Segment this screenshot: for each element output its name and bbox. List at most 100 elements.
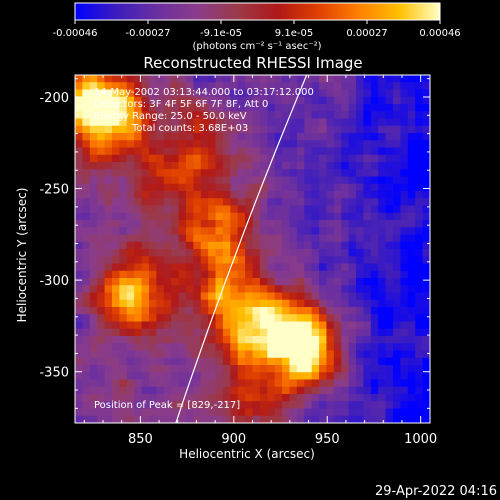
heatmap-cell — [415, 401, 424, 410]
heatmap-cell — [267, 241, 276, 250]
heatmap-cell — [370, 278, 379, 286]
heatmap-cell — [348, 125, 357, 134]
heatmap-cell — [259, 140, 268, 149]
heatmap-cell — [400, 372, 409, 381]
heatmap-cell — [178, 176, 187, 185]
heatmap-cell — [156, 118, 165, 127]
heatmap-cell — [304, 125, 313, 134]
heatmap-cell — [126, 408, 135, 417]
heatmap-cell — [148, 278, 157, 286]
heatmap-cell — [222, 263, 231, 272]
heatmap-cell — [289, 220, 298, 228]
heatmap-cell — [311, 96, 320, 105]
heatmap-cell — [111, 140, 120, 149]
heatmap-cell — [148, 249, 157, 257]
heatmap-cell — [119, 96, 128, 105]
heatmap-cell — [333, 212, 342, 221]
heatmap-cell — [341, 125, 350, 134]
heatmap-cell — [304, 198, 313, 207]
heatmap-cell — [348, 321, 357, 330]
heatmap-cell — [215, 241, 224, 250]
heatmap-cell — [185, 205, 194, 214]
heatmap-cell — [282, 285, 291, 294]
heatmap-cell — [319, 198, 328, 207]
heatmap-cell — [215, 198, 224, 207]
heatmap-cell — [119, 154, 128, 163]
heatmap-cell — [148, 89, 157, 98]
heatmap-cell — [97, 278, 106, 286]
heatmap-cell — [141, 307, 150, 315]
heatmap-cell — [378, 365, 387, 373]
heatmap-cell — [134, 234, 143, 243]
heatmap-cell — [163, 357, 172, 366]
heatmap-cell — [274, 118, 283, 127]
heatmap-cell — [200, 357, 209, 366]
heatmap-cell — [119, 191, 128, 199]
heatmap-cell — [148, 198, 157, 207]
heatmap-cell — [282, 96, 291, 105]
heatmap-cell — [385, 299, 394, 308]
heatmap-cell — [356, 379, 365, 388]
heatmap-cell — [289, 154, 298, 163]
heatmap-cell — [326, 386, 335, 395]
annotation-peak: Position of Peak = [829,-217] — [94, 400, 240, 411]
heatmap-cell — [208, 147, 217, 156]
heatmap-cell — [422, 285, 430, 294]
heatmap-cell — [296, 394, 305, 402]
heatmap-cell — [282, 386, 291, 395]
colorbar — [74, 2, 441, 21]
heatmap-cell — [282, 205, 291, 214]
heatmap-cell — [319, 415, 328, 423]
heatmap-cell — [104, 89, 113, 98]
heatmap-cell — [341, 299, 350, 308]
heatmap-cell — [134, 278, 143, 286]
heatmap-cell — [363, 198, 372, 207]
heatmap-cell — [319, 191, 328, 199]
heatmap-cell — [97, 154, 106, 163]
heatmap-cell — [104, 154, 113, 163]
heatmap-cell — [289, 343, 298, 352]
heatmap-cell — [119, 350, 128, 359]
heatmap-cell — [97, 321, 106, 330]
heatmap-cell — [245, 111, 254, 120]
heatmap-cell — [348, 111, 357, 120]
heatmap-cell — [363, 147, 372, 156]
heatmap-cell — [304, 147, 313, 156]
heatmap-cell — [230, 111, 239, 120]
heatmap-cell — [252, 176, 261, 185]
heatmap-cell — [148, 292, 157, 301]
heatmap-cell — [259, 401, 268, 410]
heatmap-cell — [393, 328, 402, 337]
heatmap-cell — [348, 198, 357, 207]
heatmap-cell — [378, 263, 387, 272]
heatmap-cell — [134, 133, 143, 141]
heatmap-cell — [378, 299, 387, 308]
heatmap-cell — [296, 169, 305, 178]
heatmap-cell — [333, 125, 342, 134]
heatmap-cell — [215, 357, 224, 366]
heatmap-cell — [289, 263, 298, 272]
heatmap-cell — [304, 336, 313, 344]
heatmap-cell — [259, 357, 268, 366]
heatmap-cell — [274, 357, 283, 366]
heatmap-cell — [111, 365, 120, 373]
heatmap-cell — [215, 147, 224, 156]
heatmap-cell — [282, 321, 291, 330]
heatmap-cell — [415, 169, 424, 178]
heatmap-cell — [319, 169, 328, 178]
heatmap-cell — [319, 140, 328, 149]
heatmap-cell — [296, 263, 305, 272]
heatmap-cell — [148, 125, 157, 134]
heatmap-cell — [311, 154, 320, 163]
heatmap-cell — [333, 198, 342, 207]
heatmap-cell — [296, 415, 305, 423]
heatmap-cell — [245, 205, 254, 214]
heatmap-cell — [75, 299, 83, 308]
heatmap-cell — [296, 357, 305, 366]
heatmap-cell — [230, 220, 239, 228]
heatmap-cell — [363, 394, 372, 402]
heatmap-cell — [341, 263, 350, 272]
heatmap-cell — [141, 249, 150, 257]
heatmap-cell — [333, 365, 342, 373]
heatmap-cell — [222, 133, 231, 141]
